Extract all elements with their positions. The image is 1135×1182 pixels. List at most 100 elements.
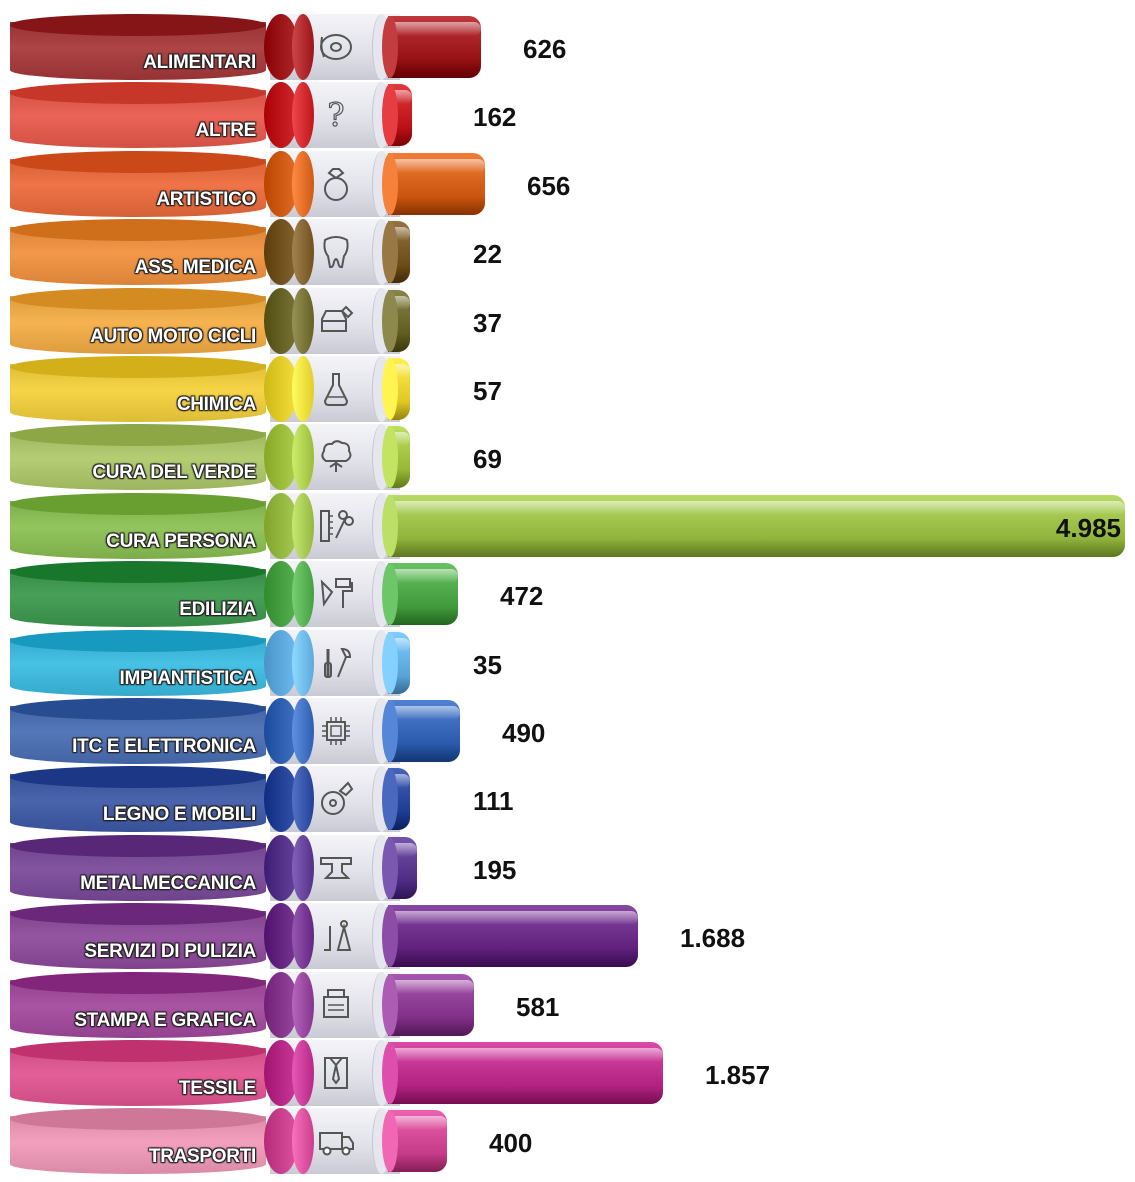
category-tab: EDILIZIA <box>10 561 266 629</box>
icon-cylinder <box>264 903 400 969</box>
category-label: EDILIZIA <box>179 599 256 620</box>
category-label: STAMPA E GRAFICA <box>74 1010 256 1031</box>
value-label: 1.857 <box>705 1060 771 1090</box>
tooth-icon <box>312 229 360 275</box>
bar-row-edilizia: EDILIZIA 472 <box>0 561 1135 629</box>
bar-row-metalmeccanica: METALMECCANICA 195 <box>0 835 1135 903</box>
category-tab: TRASPORTI <box>10 1108 266 1176</box>
icon-cylinder <box>264 1040 400 1106</box>
category-tab: ALIMENTARI <box>10 14 266 82</box>
bar-stampa-e-grafica <box>388 974 474 1036</box>
value-label: 111 <box>473 786 514 816</box>
bar-cap <box>382 974 398 1036</box>
bar-cap <box>382 290 398 352</box>
category-tab: CURA PERSONA <box>10 493 266 561</box>
category-tab: ALTRE <box>10 82 266 150</box>
printer-icon <box>312 982 360 1028</box>
car-wrench-icon <box>312 298 360 344</box>
value-label: 581 <box>516 992 560 1022</box>
category-label: CURA PERSONA <box>106 531 256 552</box>
bar-cap <box>382 632 398 694</box>
bar-artistico <box>388 153 485 215</box>
value-label: 400 <box>489 1128 533 1158</box>
value-label: 490 <box>502 718 546 748</box>
bar-row-chimica: CHIMICA 57 <box>0 356 1135 424</box>
category-label: ITC E ELETTRONICA <box>72 736 256 757</box>
svg-text:?: ? <box>327 96 344 134</box>
bar-cap <box>382 1042 398 1104</box>
anvil-icon <box>312 845 360 891</box>
category-tab: STAMPA E GRAFICA <box>10 972 266 1040</box>
bar-tessile <box>388 1042 663 1104</box>
category-label: CHIMICA <box>176 394 256 415</box>
category-tab: METALMECCANICA <box>10 835 266 903</box>
value-label: 626 <box>523 34 567 64</box>
bar-cap <box>382 837 398 899</box>
bar-cap <box>382 221 398 283</box>
category-tab: ITC E ELETTRONICA <box>10 698 266 766</box>
bar-trasporti <box>388 1110 447 1172</box>
bar-cap <box>382 358 398 420</box>
bar-row-servizi-di-pulizia: SERVIZI DI PULIZIA 1.688 <box>0 903 1135 971</box>
comb-scissors-icon <box>312 503 360 549</box>
category-label: CURA DEL VERDE <box>92 462 256 483</box>
category-tab: CURA DEL VERDE <box>10 424 266 492</box>
icon-cylinder <box>264 219 400 285</box>
category-label: ALIMENTARI <box>143 52 256 73</box>
bar-row-itc-e-elettronica: ITC E ELETTRONICA 490 <box>0 698 1135 766</box>
bar-row-cura-persona: CURA PERSONA 4.985 <box>0 493 1135 561</box>
bar-row-alimentari: ALIMENTARI 626 <box>0 14 1135 82</box>
category-label: TRASPORTI <box>148 1146 256 1167</box>
shirt-tie-icon <box>312 1050 360 1096</box>
value-label: 472 <box>500 581 544 611</box>
ring-icon <box>312 161 360 207</box>
bar-cap <box>382 905 398 967</box>
icon-cylinder <box>264 493 400 559</box>
value-label: 4.985 <box>1055 513 1121 543</box>
value-label: 22 <box>473 239 502 269</box>
truck-icon <box>312 1118 360 1164</box>
icon-cylinder: ? <box>264 82 400 148</box>
bar-cap <box>382 153 398 215</box>
bar-row-artistico: ARTISTICO 656 <box>0 151 1135 219</box>
tree-icon <box>312 434 360 480</box>
icon-cylinder <box>264 151 400 217</box>
bar-cap <box>382 700 398 762</box>
category-label: ARTISTICO <box>156 189 256 210</box>
bar-row-legno-e-mobili: LEGNO E MOBILI 111 <box>0 766 1135 834</box>
category-label: SERVIZI DI PULIZIA <box>84 941 256 962</box>
category-tab: TESSILE <box>10 1040 266 1108</box>
vacuum-maid-icon <box>312 913 360 959</box>
bar-alimentari <box>388 16 481 78</box>
bar-itc-e-elettronica <box>388 700 460 762</box>
value-label: 656 <box>527 171 571 201</box>
value-label: 162 <box>473 102 517 132</box>
value-label: 1.688 <box>680 923 746 953</box>
donut-icon <box>312 24 360 70</box>
bar-row-tessile: TESSILE 1.857 <box>0 1040 1135 1108</box>
bar-servizi-di-pulizia <box>388 905 638 967</box>
bar-cap <box>382 1110 398 1172</box>
value-label: 69 <box>473 444 502 474</box>
icon-cylinder <box>264 1108 400 1174</box>
icon-cylinder <box>264 766 400 832</box>
bar-cap <box>382 495 398 557</box>
icon-cylinder <box>264 356 400 422</box>
category-label: IMPIANTISTICA <box>119 668 257 689</box>
bar-cap <box>382 426 398 488</box>
category-label: METALMECCANICA <box>80 873 256 894</box>
screwdriver-wrench-icon <box>312 640 360 686</box>
icon-cylinder <box>264 288 400 354</box>
category-tab: LEGNO E MOBILI <box>10 766 266 834</box>
category-tab: IMPIANTISTICA <box>10 630 266 698</box>
value-label: 37 <box>473 308 502 338</box>
bar-cap <box>382 768 398 830</box>
category-label: AUTO MOTO CICLI <box>90 326 256 347</box>
category-label: ASS. MEDICA <box>134 257 257 278</box>
bar-row-stampa-e-grafica: STAMPA E GRAFICA 581 <box>0 972 1135 1040</box>
bar-row-impiantistica: IMPIANTISTICA 35 <box>0 630 1135 698</box>
bar-row-altre: ALTRE? 162 <box>0 82 1135 150</box>
value-label: 195 <box>473 855 517 885</box>
bar-cap <box>382 84 398 146</box>
